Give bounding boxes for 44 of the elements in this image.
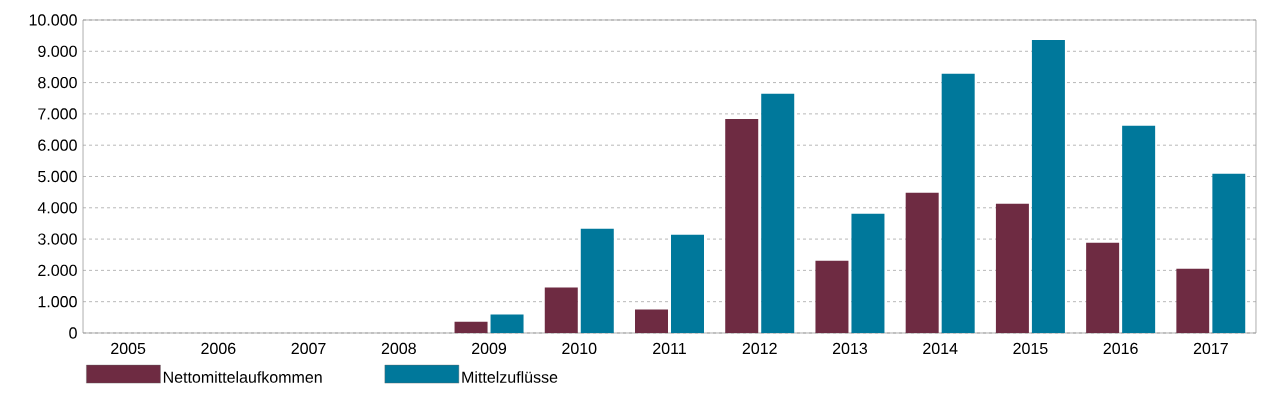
x-tick-label: 2013 [832, 342, 868, 355]
bar [1086, 242, 1120, 333]
bar [544, 287, 578, 333]
bar [1031, 40, 1065, 333]
y-tick-label: 3.000 [38, 233, 77, 245]
x-tick-label: 2017 [1193, 342, 1228, 355]
x-tick-label: 2012 [742, 342, 777, 355]
y-tick-label: 1.000 [38, 296, 77, 308]
bar [671, 234, 704, 333]
x-tick-label: 2005 [111, 342, 146, 355]
y-tick-label: 6.000 [38, 139, 77, 151]
bar [1176, 268, 1210, 333]
y-tick-label: 5.000 [38, 170, 77, 183]
y-tick-label: 9.000 [38, 45, 77, 57]
bar [905, 192, 939, 333]
bar [761, 93, 795, 333]
y-tick-label: 8.000 [38, 76, 77, 89]
bar [851, 213, 885, 333]
x-tick-label: 2007 [291, 342, 326, 355]
bar [941, 73, 975, 333]
bar [725, 118, 759, 333]
y-tick-label: 7.000 [38, 108, 77, 120]
bar [580, 228, 614, 333]
bar [1122, 125, 1156, 333]
y-tick-label: 10.000 [29, 14, 77, 26]
legend-label: Mittelzuflüsse [462, 371, 558, 383]
x-tick-label: 2009 [472, 342, 507, 355]
x-tick-label: 2011 [653, 342, 686, 355]
bar [635, 309, 668, 333]
x-tick-label: 2008 [381, 342, 416, 355]
bar [454, 321, 488, 333]
bar [995, 203, 1029, 333]
bar [1212, 173, 1246, 333]
bar [490, 314, 524, 333]
bar [815, 260, 849, 333]
x-tick-label: 2016 [1103, 342, 1138, 355]
y-tick-label: 2.000 [38, 264, 77, 277]
x-tick-label: 2010 [562, 342, 597, 355]
x-tick-label: 2006 [201, 342, 236, 355]
y-tick-label: 4.000 [37, 202, 77, 214]
x-tick-label: 2014 [923, 342, 958, 355]
y-tick-label: 0 [69, 327, 77, 339]
x-tick-label: 2015 [1013, 342, 1048, 355]
legend-label: Nettomittelaufkommen [163, 371, 322, 383]
